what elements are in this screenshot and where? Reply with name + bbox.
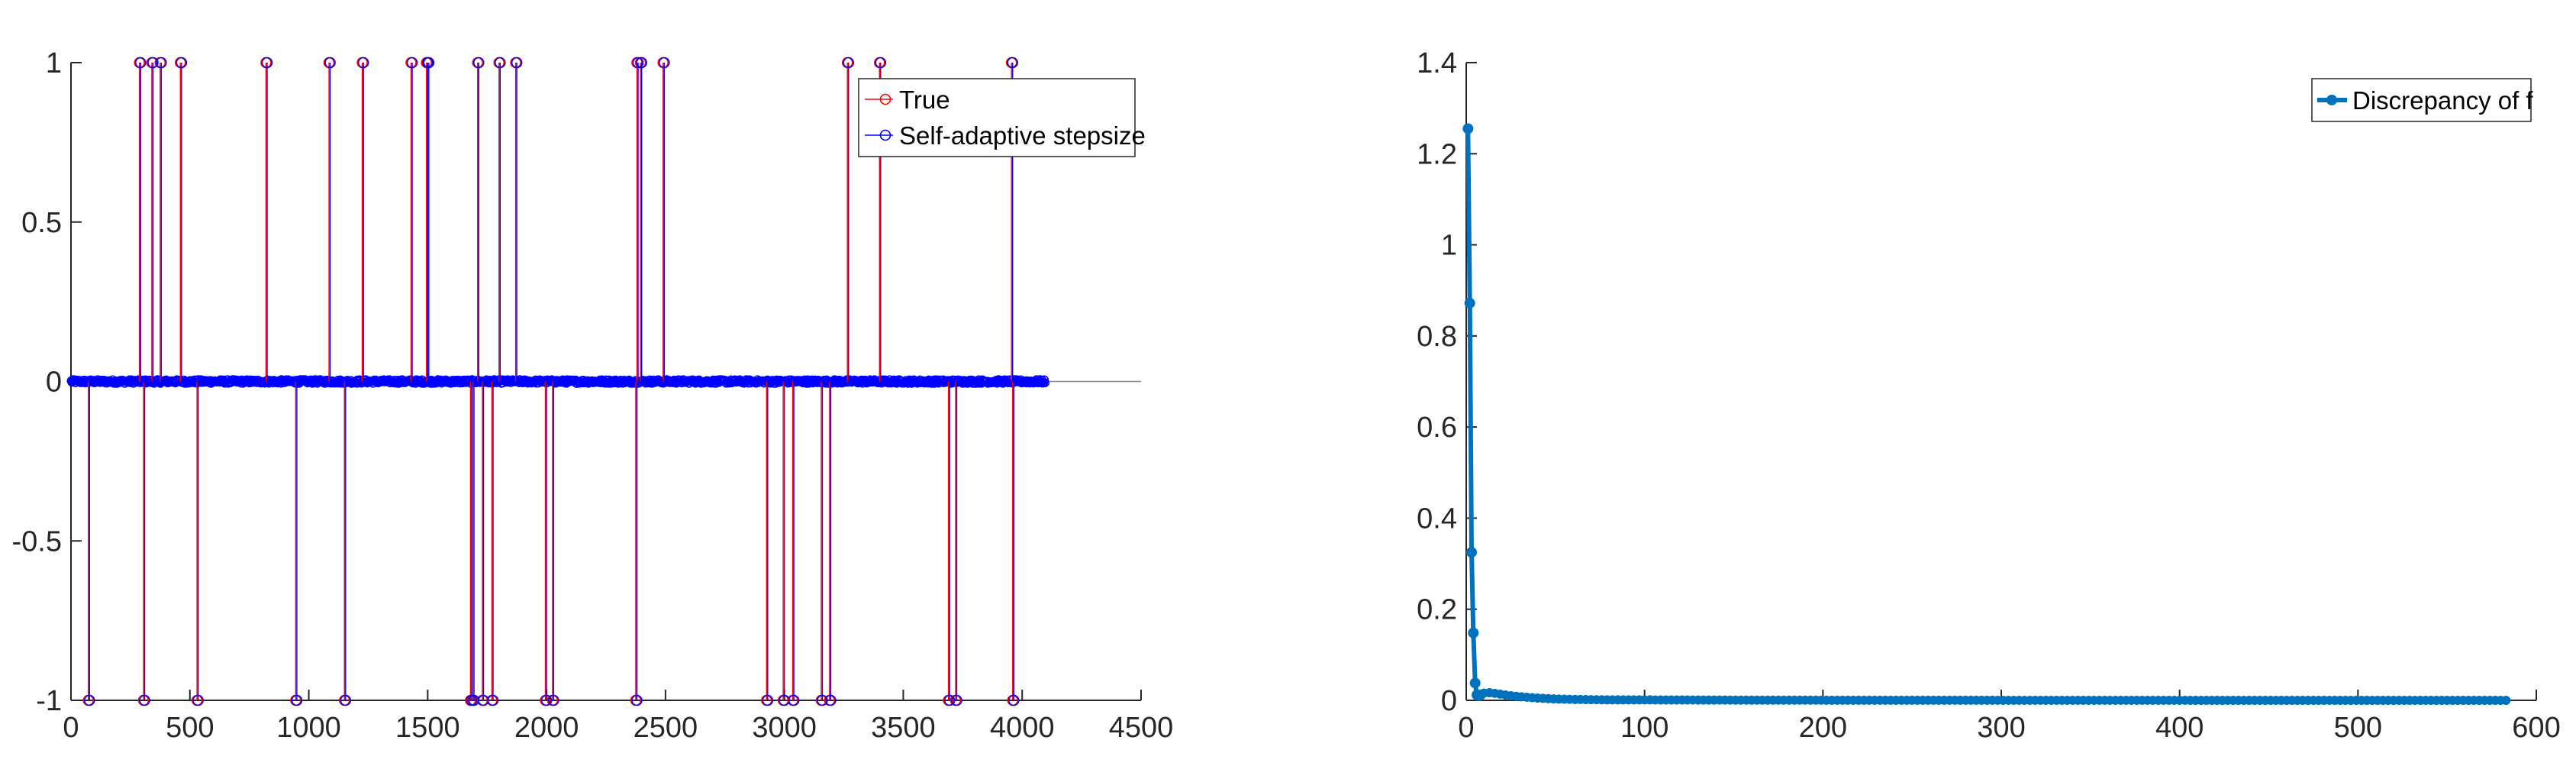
series-marker bbox=[1462, 123, 1474, 134]
x-tick-label: 500 bbox=[166, 712, 214, 744]
stem-marker bbox=[423, 57, 435, 69]
legend-label: Self-adaptive stepsize bbox=[899, 121, 1146, 150]
stem-marker bbox=[875, 57, 887, 69]
stem-marker bbox=[139, 694, 150, 706]
legend-box bbox=[2311, 78, 2532, 122]
stem-marker bbox=[631, 694, 643, 706]
stem-marker bbox=[788, 694, 800, 706]
stem-marker bbox=[357, 57, 369, 69]
y-tick-label: 1 bbox=[1441, 230, 1457, 262]
legend: Discrepancy of f bbox=[2311, 78, 2533, 122]
stem-marker bbox=[1007, 57, 1019, 69]
series-marker bbox=[1469, 677, 1481, 689]
legend-label: True bbox=[899, 86, 950, 114]
series-line bbox=[1465, 128, 2510, 703]
stem-marker bbox=[632, 57, 644, 69]
x-tick-label: 1500 bbox=[395, 712, 460, 744]
stem-marker bbox=[762, 694, 774, 706]
stem-chart: 0 500 1000 1500 2000 2500 3000 3500 4000 4500 -1 -0… bbox=[12, 47, 1174, 744]
x-tick-label: 4000 bbox=[990, 712, 1055, 744]
series-marker bbox=[2501, 696, 2511, 705]
y-tick-label: 0.5 bbox=[21, 207, 62, 239]
series-markers bbox=[1462, 123, 2511, 705]
x-tick-label: 200 bbox=[1799, 712, 1847, 744]
stem-marker bbox=[324, 57, 336, 69]
stem-marker bbox=[134, 57, 147, 69]
stem-marker bbox=[291, 694, 303, 706]
y-tick-label: 1.2 bbox=[1417, 138, 1457, 170]
stem-marker bbox=[156, 57, 167, 69]
y-tick-label: -0.5 bbox=[12, 525, 62, 558]
x-tick-label: 3500 bbox=[871, 712, 936, 744]
stem-marker bbox=[511, 57, 523, 69]
y-tick-label: 0 bbox=[46, 367, 62, 399]
series-marker bbox=[1475, 689, 1486, 700]
x-tick-label: 0 bbox=[1458, 712, 1474, 744]
legend-marker bbox=[2326, 95, 2337, 105]
x-tick-label: 3000 bbox=[752, 712, 817, 744]
stem-marker-zero bbox=[1040, 378, 1049, 387]
stem-marker bbox=[843, 57, 855, 69]
stem-marker bbox=[817, 694, 828, 706]
stem-marker bbox=[176, 57, 188, 69]
legend-marker bbox=[879, 93, 891, 105]
x-tick-label: 1000 bbox=[276, 712, 341, 744]
legend: True Self-adaptive stepsize bbox=[858, 78, 1146, 157]
y-tick-label: 1 bbox=[46, 47, 62, 79]
stem-marker bbox=[1008, 694, 1020, 706]
y-tick-label: 0 bbox=[1441, 685, 1457, 717]
stem-marker bbox=[658, 57, 670, 69]
stem-marker bbox=[261, 57, 273, 69]
stem-marker bbox=[494, 57, 506, 69]
stem-marker bbox=[636, 57, 647, 69]
stem-marker bbox=[406, 57, 418, 69]
x-tick-label: 2500 bbox=[634, 712, 698, 744]
legend-label: Discrepancy of f bbox=[2352, 86, 2533, 115]
x-tick-label: 100 bbox=[1620, 712, 1668, 744]
series-self-adaptive bbox=[83, 57, 1020, 706]
legend-marker bbox=[879, 129, 891, 141]
stem-marker bbox=[825, 694, 837, 706]
x-tick-label: 4500 bbox=[1109, 712, 1174, 744]
stem-marker bbox=[192, 694, 204, 706]
zero-stem-markers bbox=[66, 375, 1049, 388]
y-tick-label: 0.4 bbox=[1417, 503, 1457, 535]
stem-marker bbox=[540, 694, 553, 706]
y-tick-label: 0.8 bbox=[1417, 321, 1457, 353]
series-marker bbox=[1466, 547, 1478, 558]
series-true bbox=[82, 57, 1019, 706]
stem-marker bbox=[943, 694, 956, 706]
stem-marker bbox=[472, 57, 485, 69]
x-tick-label: 2000 bbox=[514, 712, 579, 744]
stem-marker bbox=[83, 694, 95, 706]
stem-marker bbox=[340, 694, 352, 706]
x-tick-label: 600 bbox=[2512, 712, 2560, 744]
legend-box bbox=[858, 78, 1136, 157]
x-tick-label: 0 bbox=[63, 712, 79, 744]
stem-marker bbox=[951, 694, 962, 706]
y-tick-label: 0.2 bbox=[1417, 594, 1457, 626]
discrepancy-line-chart: 0 100 200 300 400 500 600 0 0.2 0.4 0.6 0.8 1 1.2 1.4 D… bbox=[1417, 47, 2561, 744]
x-tick-label: 400 bbox=[2155, 712, 2204, 744]
x-tick-label: 500 bbox=[2334, 712, 2382, 744]
stem-marker bbox=[147, 57, 159, 69]
y-tick-label: 1.4 bbox=[1417, 47, 1457, 79]
stem-marker bbox=[487, 694, 499, 706]
series-marker bbox=[1468, 627, 1479, 638]
x-tick-label: 300 bbox=[1977, 712, 2025, 744]
series-marker bbox=[1464, 297, 1475, 309]
y-tick-label: 0.6 bbox=[1417, 412, 1457, 444]
y-tick-label: -1 bbox=[36, 685, 62, 717]
stem-marker bbox=[548, 694, 559, 706]
